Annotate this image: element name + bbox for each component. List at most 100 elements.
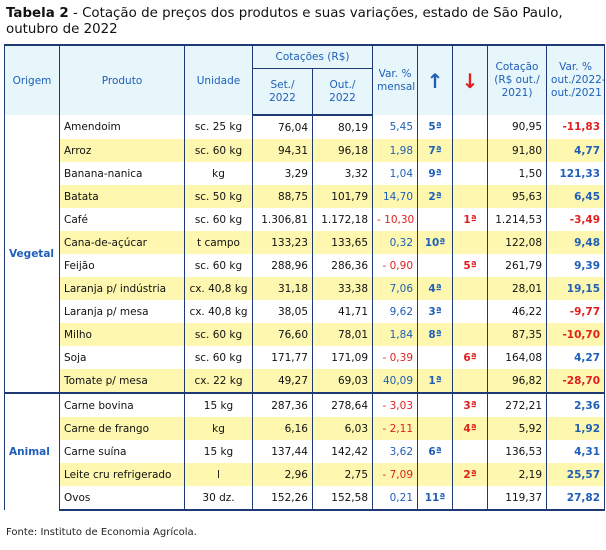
product-name: Tomate p/ mesa <box>59 369 185 393</box>
annual-variation: -28,70 <box>546 369 606 393</box>
header-cotacao-2021: Cotação (R$ out./ 2021) <box>487 44 548 115</box>
annual-variation: 27,82 <box>546 486 606 511</box>
annual-variation: 4,27 <box>546 346 606 369</box>
monthly-variation: - 0,39 <box>372 346 419 369</box>
price-2021: 46,22 <box>487 300 548 323</box>
price-oct: 3,32 <box>311 162 374 185</box>
price-oct: 152,58 <box>311 486 374 511</box>
monthly-variation: - 0,90 <box>372 254 419 277</box>
arrow-up-icon: ↑ <box>426 68 444 93</box>
table-row: Ovos 30 dz. 152,26 152,58 0,21 11ª 119,37 27,82 <box>5 486 606 511</box>
product-name: Laranja p/ indústria <box>59 277 185 300</box>
rank-up: 6ª <box>417 440 454 463</box>
unit: sc. 25 kg <box>184 115 253 139</box>
annual-variation: 19,15 <box>546 277 606 300</box>
monthly-variation: 0,21 <box>372 486 419 511</box>
price-sep: 288,96 <box>252 254 313 277</box>
price-sep: 76,60 <box>252 323 313 346</box>
rank-up: 9ª <box>417 162 454 185</box>
table-row: Banana-nanica kg 3,29 3,32 1,04 9ª 1,50 121,33 <box>5 162 606 185</box>
price-sep: 31,18 <box>252 277 313 300</box>
annual-variation: 4,31 <box>546 440 606 463</box>
price-sep: 287,36 <box>252 392 313 417</box>
monthly-variation: 5,45 <box>372 115 419 139</box>
annual-variation: 2,36 <box>546 392 606 417</box>
rank-down: 4ª <box>452 417 489 440</box>
annual-variation: 121,33 <box>546 162 606 185</box>
price-table: Origem Produto Unidade Cotações (R$) Var… <box>4 44 606 511</box>
price-2021: 28,01 <box>487 277 548 300</box>
rank-down <box>452 369 489 393</box>
monthly-variation: 1,98 <box>372 139 419 162</box>
header-out: Out./ 2022 <box>311 68 374 116</box>
unit: cx. 40,8 kg <box>184 277 253 300</box>
price-2021: 1,50 <box>487 162 548 185</box>
price-oct: 133,65 <box>311 231 374 254</box>
rank-up: 5ª <box>417 115 454 139</box>
group-label: Vegetal <box>4 115 60 393</box>
table-row: Milho sc. 60 kg 76,60 78,01 1,84 8ª 87,35 -10,7… <box>5 323 606 346</box>
price-2021: 164,08 <box>487 346 548 369</box>
rank-up: 1ª <box>417 369 454 393</box>
product-name: Amendoim <box>59 115 185 139</box>
group-label: Animal <box>4 392 60 510</box>
annual-variation: -9,77 <box>546 300 606 323</box>
unit: cx. 22 kg <box>184 369 253 393</box>
table-body: Vegetal Amendoim sc. 25 kg 76,04 80,19 5,45 5ª… <box>4 115 606 511</box>
unit: sc. 60 kg <box>184 254 253 277</box>
price-oct: 96,18 <box>311 139 374 162</box>
table-row: Soja sc. 60 kg 171,77 171,09- 0,39 6ª 164,08 4… <box>5 346 606 369</box>
product-name: Laranja p/ mesa <box>59 300 185 323</box>
header-up-col: ↑ <box>417 44 454 115</box>
monthly-variation: - 10,30 <box>372 208 419 231</box>
table-row: Batata sc. 50 kg 88,75 101,79 14,70 2ª 95,63 6,… <box>5 185 606 208</box>
rank-down: 6ª <box>452 346 489 369</box>
price-sep: 133,23 <box>252 231 313 254</box>
table-row: Cana-de-açúcar t campo 133,23 133,65 0,32 10ª… <box>5 231 606 254</box>
table-row: Leite cru refrigerado l 2,96 2,75- 7,09 2ª 2,… <box>5 463 606 486</box>
table-row: Tomate p/ mesa cx. 22 kg 49,27 69,03 40,09 1ª… <box>5 369 606 393</box>
monthly-variation: 3,62 <box>372 440 419 463</box>
price-oct: 80,19 <box>311 115 374 139</box>
rank-up: 11ª <box>417 486 454 511</box>
annual-variation: -3,49 <box>546 208 606 231</box>
rank-down: 3ª <box>452 392 489 417</box>
monthly-variation: 40,09 <box>372 369 419 393</box>
price-sep: 152,26 <box>252 486 313 511</box>
unit: 30 dz. <box>184 486 253 511</box>
monthly-variation: 0,32 <box>372 231 419 254</box>
annual-variation: 6,45 <box>546 185 606 208</box>
table-row: Arroz sc. 60 kg 94,31 96,18 1,98 7ª 91,80 4,77 <box>5 139 606 162</box>
monthly-variation: 14,70 <box>372 185 419 208</box>
table-row: Feijão sc. 60 kg 288,96 286,36- 0,90 5ª 261,7… <box>5 254 606 277</box>
price-oct: 278,64 <box>311 392 374 417</box>
rank-down <box>452 115 489 139</box>
annual-variation: 1,92 <box>546 417 606 440</box>
rank-down <box>452 185 489 208</box>
monthly-variation: 7,06 <box>372 277 419 300</box>
price-oct: 78,01 <box>311 323 374 346</box>
table-row: Café sc. 60 kg 1.306,81 1.172,18- 10,30 1ª 1.… <box>5 208 606 231</box>
unit: t campo <box>184 231 253 254</box>
rank-down <box>452 300 489 323</box>
product-name: Leite cru refrigerado <box>59 463 185 486</box>
rank-down <box>452 162 489 185</box>
header-down-col: ↓ <box>452 44 489 115</box>
table-title: Tabela 2 - Cotação de preços dos produto… <box>6 6 598 37</box>
price-oct: 6,03 <box>311 417 374 440</box>
rank-down: 5ª <box>452 254 489 277</box>
rank-down <box>452 323 489 346</box>
rank-up <box>417 463 454 486</box>
arrow-down-icon: ↓ <box>461 68 479 93</box>
unit: sc. 60 kg <box>184 139 253 162</box>
product-name: Ovos <box>59 486 185 511</box>
price-2021: 96,82 <box>487 369 548 393</box>
price-oct: 1.172,18 <box>311 208 374 231</box>
monthly-variation: - 7,09 <box>372 463 419 486</box>
annual-variation: 9,39 <box>546 254 606 277</box>
table-row: Vegetal Amendoim sc. 25 kg 76,04 80,19 5,45 5ª… <box>4 115 606 393</box>
product-name: Banana-nanica <box>59 162 185 185</box>
rank-up: 3ª <box>417 300 454 323</box>
rank-down: 2ª <box>452 463 489 486</box>
unit: sc. 50 kg <box>184 185 253 208</box>
